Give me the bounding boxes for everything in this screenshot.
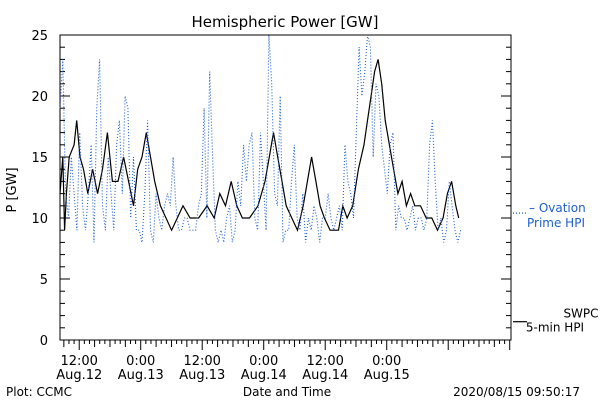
ovation-legend-label: Prime HPI xyxy=(527,216,585,230)
x-tick-label-time: 12:00 xyxy=(60,354,97,369)
y-tick-label: 0 xyxy=(40,334,48,349)
y-axis-label: P [GW] xyxy=(5,167,20,212)
y-tick-label: 15 xyxy=(31,151,48,166)
x-tick-label-date: Aug.13 xyxy=(118,368,164,383)
plot-frame xyxy=(59,34,512,341)
footer-plot-credit: Plot: CCMC xyxy=(6,385,72,399)
y-tick-label: 10 xyxy=(31,212,48,227)
swpc-legend-label: 5-min HPI xyxy=(526,321,584,335)
x-tick-label-time: 0:00 xyxy=(372,354,401,369)
x-axis: 12:00Aug.120:00Aug.1312:00Aug.130:00Aug.… xyxy=(56,340,511,383)
y-tick-label: 20 xyxy=(31,90,48,105)
ovation-legend-label: – Ovation xyxy=(529,201,586,215)
swpc-legend-label: SWPC xyxy=(563,307,598,321)
y-axis: 0 5 10 15 20 25 xyxy=(31,29,511,349)
x-axis-label: Date and Time xyxy=(243,385,331,399)
x-tick-label-time: 0:00 xyxy=(249,354,278,369)
x-tick-label-time: 0:00 xyxy=(126,354,155,369)
footer-timestamp: 2020/08/15 09:50:17 xyxy=(453,385,580,399)
x-tick-label-date: Aug.14 xyxy=(241,368,287,383)
y-tick-label: 25 xyxy=(31,29,48,44)
x-tick-label-date: Aug.15 xyxy=(364,368,410,383)
y-tick-label: 5 xyxy=(40,273,48,288)
ovation-prime-hpi-line xyxy=(59,34,462,243)
x-tick-label-time: 12:00 xyxy=(183,354,220,369)
x-tick-label-date: Aug.13 xyxy=(179,368,225,383)
chart-title: Hemispheric Power [GW] xyxy=(192,13,379,31)
series-layer xyxy=(59,34,462,243)
swpc-hpi-line xyxy=(59,59,460,233)
x-tick-label-date: Aug.12 xyxy=(56,368,102,383)
x-tick-label-time: 12:00 xyxy=(306,354,343,369)
x-tick-label-date: Aug.14 xyxy=(302,368,348,383)
